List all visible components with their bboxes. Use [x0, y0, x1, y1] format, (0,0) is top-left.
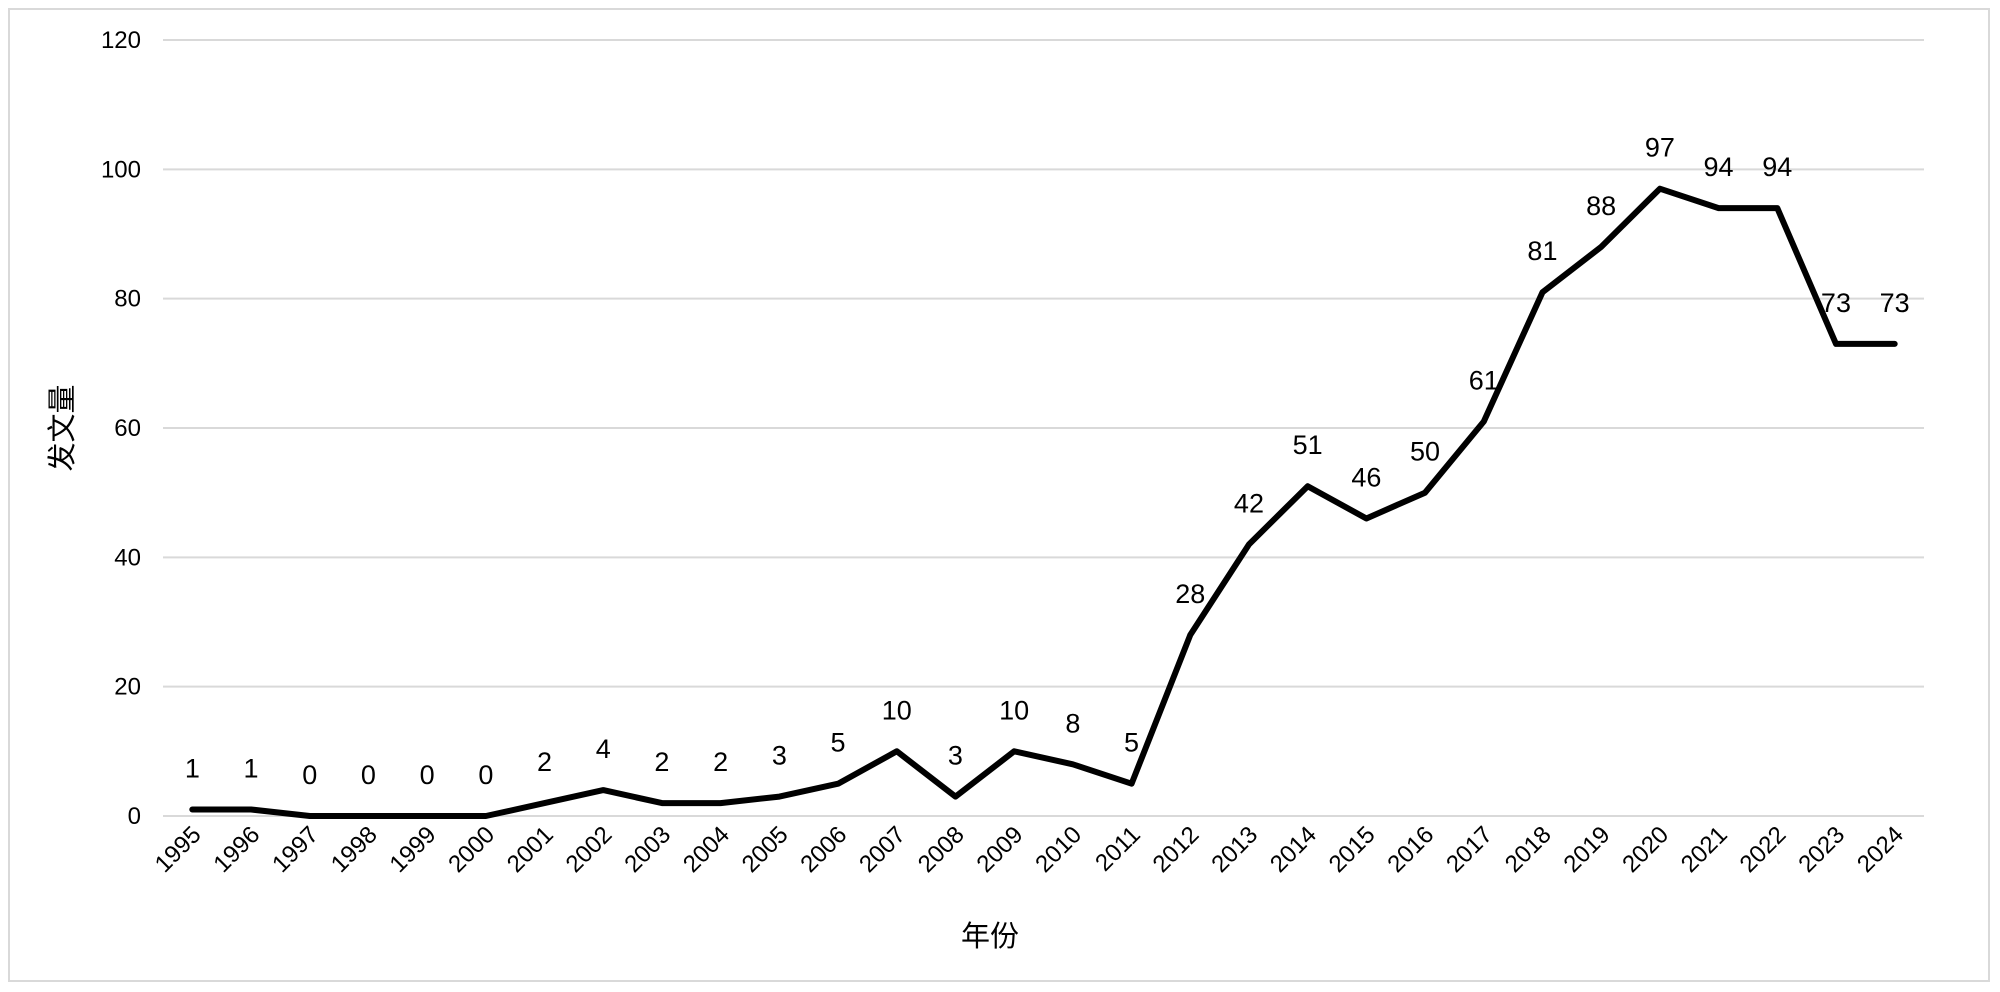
x-tick-label: 2017 — [1441, 821, 1498, 878]
data-label: 2 — [537, 747, 552, 777]
x-tick-label: 2012 — [1148, 821, 1205, 878]
x-tick-label: 2011 — [1090, 821, 1146, 877]
data-label: 88 — [1586, 191, 1616, 221]
x-axis-tick-labels: 1995 1996 1997 1998 1999 2000 2001 2002 2003 2004… — [150, 821, 1909, 878]
x-tick-label: 1996 — [208, 821, 265, 878]
data-label: 42 — [1234, 488, 1264, 518]
x-tick-label: 2020 — [1617, 821, 1674, 878]
x-tick-label: 2005 — [737, 821, 794, 878]
data-label: 73 — [1821, 288, 1851, 318]
data-label: 4 — [596, 734, 611, 764]
x-tick-label: 2004 — [678, 821, 735, 878]
data-label: 10 — [999, 695, 1029, 725]
data-label: 2 — [654, 747, 669, 777]
data-label: 1 — [185, 754, 200, 784]
x-tick-label: 2003 — [619, 821, 676, 878]
x-tick-label: 2009 — [972, 821, 1029, 878]
data-label: 3 — [948, 741, 963, 771]
x-tick-label: 1998 — [326, 821, 383, 878]
series-layer — [189, 185, 1898, 819]
data-label: 0 — [361, 760, 376, 790]
x-tick-label: 2013 — [1206, 821, 1263, 878]
data-label: 81 — [1527, 236, 1557, 266]
data-label: 5 — [1124, 728, 1139, 758]
y-tick-label: 20 — [114, 674, 141, 701]
y-tick-label: 120 — [101, 27, 141, 54]
x-axis-title: 年份 — [961, 919, 1019, 953]
data-label: 28 — [1175, 579, 1205, 609]
x-tick-label: 2006 — [795, 821, 852, 878]
x-tick-label: 2002 — [561, 821, 618, 878]
y-tick-label: 80 — [114, 286, 141, 313]
y-tick-label: 0 — [128, 803, 141, 830]
x-tick-label: 2024 — [1852, 821, 1909, 878]
x-tick-label: 2010 — [1030, 821, 1087, 878]
x-tick-label: 1999 — [385, 821, 442, 878]
data-label: 3 — [772, 741, 787, 771]
x-tick-label: 1995 — [150, 821, 207, 878]
data-label: 8 — [1065, 708, 1080, 738]
y-tick-label: 100 — [101, 156, 141, 183]
x-tick-label: 2019 — [1559, 821, 1616, 878]
data-label: 10 — [882, 695, 912, 725]
data-label: 2 — [713, 747, 728, 777]
x-tick-label: 2021 — [1676, 821, 1733, 878]
y-axis-tick-labels: 0 20 40 60 80 100 120 — [101, 27, 141, 830]
x-tick-label: 2001 — [502, 821, 559, 878]
x-tick-label: 2022 — [1735, 821, 1792, 878]
data-label: 97 — [1645, 133, 1675, 163]
data-label: 50 — [1410, 437, 1440, 467]
x-tick-label: 1997 — [267, 821, 324, 878]
x-tick-label: 2015 — [1324, 821, 1381, 878]
data-label: 73 — [1880, 288, 1910, 318]
x-tick-label: 2018 — [1500, 821, 1557, 878]
x-tick-label: 2014 — [1265, 821, 1322, 878]
data-label: 5 — [831, 728, 846, 758]
data-label: 51 — [1293, 430, 1323, 460]
x-tick-label: 2016 — [1382, 821, 1439, 878]
series-line — [189, 185, 1898, 819]
data-label: 94 — [1704, 152, 1734, 182]
data-label: 0 — [478, 760, 493, 790]
y-axis-title: 发文量 — [45, 384, 79, 471]
data-label: 46 — [1351, 463, 1381, 493]
x-tick-label: 2008 — [913, 821, 970, 878]
data-label: 61 — [1469, 366, 1499, 396]
y-tick-label: 60 — [114, 415, 141, 442]
data-label: 1 — [244, 754, 259, 784]
data-label: 0 — [302, 760, 317, 790]
y-tick-label: 40 — [114, 544, 141, 571]
data-label: 0 — [420, 760, 435, 790]
x-tick-label: 2007 — [854, 821, 911, 878]
x-tick-label: 2000 — [443, 821, 500, 878]
x-tick-label: 2023 — [1793, 821, 1850, 878]
data-label: 94 — [1762, 152, 1792, 182]
